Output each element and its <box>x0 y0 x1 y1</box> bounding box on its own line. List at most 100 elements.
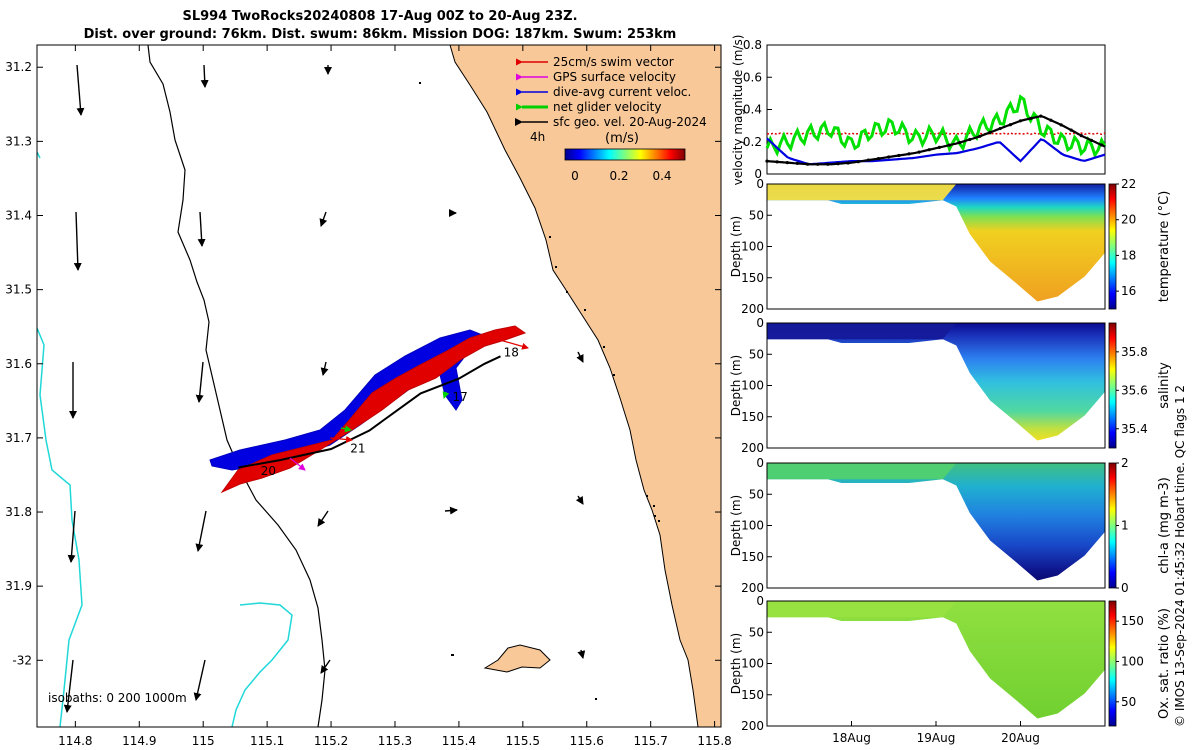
map-x-tick-label: 115 <box>192 734 215 748</box>
credit-text: © IMOS 13-Sep-2024 01:45:32 Hobart time.… <box>1173 385 1187 727</box>
velocity-marker <box>958 141 962 145</box>
velocity-y-axis: 0 0.2 0.4 0.6 0.8 <box>743 38 772 181</box>
section-ylabel: Depth (m) <box>729 633 743 694</box>
section-temperature: 0 50 100 150 200 Depth (m) 16 18 20 22 temperature… <box>729 177 1172 316</box>
velocity-marker <box>856 160 860 164</box>
velocity-marker <box>907 152 911 156</box>
section-upper-layer <box>767 184 957 201</box>
day-label: 21 <box>350 442 365 456</box>
isobath-200m <box>147 45 326 727</box>
map-cb-tick: 0.2 <box>609 169 628 183</box>
velocity-marker <box>816 162 820 166</box>
section-field <box>767 601 1105 719</box>
map-x-tick-label: 115.5 <box>506 734 540 748</box>
section-y-tick-label: 0 <box>756 594 764 608</box>
section-field <box>767 184 1105 302</box>
colorbar-tick-label: 16 <box>1121 284 1136 298</box>
section-ylabel: Depth (m) <box>729 495 743 556</box>
velocity-marker <box>775 160 779 164</box>
legend-geo: sfc geo. vel. 20-Aug-2024 <box>553 115 707 129</box>
colorbar-tick-label: 150 <box>1121 614 1144 628</box>
map-x-tick-label: 115.1 <box>250 734 284 748</box>
section-y-tick-label: 200 <box>741 302 764 316</box>
map-legend: 25cm/s swim vector GPS surface velocity … <box>515 55 707 183</box>
land <box>449 45 721 727</box>
section-y-tick-label: 100 <box>741 519 764 533</box>
section-y-tick-label: 100 <box>741 379 764 393</box>
legend-current: dive-avg current veloc. <box>553 85 691 99</box>
velocity-marker <box>765 159 769 163</box>
islets <box>419 82 660 700</box>
velocity-frame <box>766 44 1106 175</box>
section-colorbar <box>1108 322 1117 449</box>
map-y-tick-label: 31.6 <box>5 357 32 371</box>
section-salinity: 0 50 100 150 200 Depth (m) 35.4 35.6 35.8 salinit… <box>729 316 1172 455</box>
colorbar-tick-label: 100 <box>1121 654 1144 668</box>
map-y-tick-label: 31.4 <box>5 209 32 223</box>
map-colorbar-label: (m/s) <box>605 131 639 146</box>
day-label: 18 <box>504 345 519 359</box>
colorbar-tick-label: 22 <box>1121 177 1136 191</box>
velocity-series-sfc-geo <box>766 114 1106 166</box>
section-upper-layer <box>767 463 957 480</box>
colorbar-tick-label: 18 <box>1121 248 1136 262</box>
section-y-tick-label: 0 <box>756 456 764 470</box>
colorbar-tick-label: 20 <box>1121 213 1136 227</box>
time-tick-label: 20Aug <box>1001 731 1040 745</box>
figure-title: SL994 TwoRocks20240808 17-Aug 00Z to 20-… <box>182 9 578 24</box>
figure-subtitle: Dist. over ground: 76km. Dist. swum: 86k… <box>83 27 677 42</box>
velocity-marker <box>937 145 942 149</box>
velocity-marker <box>1079 134 1083 138</box>
map-y-tick-label: 31.7 <box>5 431 32 445</box>
velocity-marker <box>978 134 982 138</box>
legend-swim: 25cm/s swim vector <box>553 55 674 69</box>
section-y-tick-label: 200 <box>741 581 764 595</box>
section-colorbar <box>1108 462 1117 589</box>
map-x-tick-label: 114.9 <box>122 734 156 748</box>
map-colorbar <box>564 148 686 161</box>
day-label: 20 <box>261 464 276 478</box>
velocity-marker <box>866 158 871 162</box>
map-x-tick-label: 115.2 <box>314 734 348 748</box>
glider-track <box>238 355 501 469</box>
velocity-y-tick-label: 0.8 <box>743 38 762 52</box>
section-y-tick-label: 150 <box>741 271 764 285</box>
section-upper-layer <box>767 323 957 340</box>
isobath-1000m-b <box>231 602 293 727</box>
map-x-axis: 114.8 114.9 115 115.1 115.2 115.3 115.4 115.5 11… <box>58 45 732 748</box>
map-y-tick-label: -32 <box>12 653 32 667</box>
velocity-y-tick-label: 0.4 <box>743 103 762 117</box>
velocity-ylabel: velocity magnitude (m/s) <box>731 35 745 186</box>
section-oxygen: 0 50 100 150 200 Depth (m) 50 100 150 Ox. sat. ra… <box>729 594 1172 733</box>
velocity-y-tick-label: 0 <box>754 167 762 181</box>
velocity-marker <box>1018 119 1023 123</box>
velocity-marker <box>998 126 1002 131</box>
map-x-tick-label: 115.8 <box>697 734 731 748</box>
velocity-marker <box>1089 138 1094 142</box>
colorbar-label: chl-a (mg m-3) <box>1157 477 1172 574</box>
colorbar-tick-label: 2 <box>1121 456 1129 470</box>
velocity-marker <box>1039 114 1043 118</box>
velocity-marker <box>887 155 891 159</box>
map-y-tick-label: 31.8 <box>5 505 32 519</box>
colorbar-tick-label: 35.4 <box>1121 422 1148 436</box>
island <box>483 644 551 673</box>
colorbar-label: temperature (°C) <box>1157 191 1172 303</box>
colorbar-tick-label: 35.8 <box>1121 345 1148 359</box>
velocity-series <box>765 94 1107 166</box>
velocity-marker <box>968 137 972 142</box>
velocity-marker <box>947 143 952 147</box>
isobath-label: isobaths: 0 200 1000m <box>48 691 187 705</box>
velocity-marker <box>846 161 850 165</box>
velocity-y-tick-label: 0.6 <box>743 70 762 84</box>
velocity-marker <box>897 153 901 158</box>
velocity-marker <box>988 130 992 134</box>
colorbar-label: Ox. sat. ratio (%) <box>1157 608 1172 719</box>
section-y-tick-label: 100 <box>741 240 764 254</box>
map-x-tick-label: 115.3 <box>378 734 412 748</box>
map-frame <box>36 44 722 728</box>
isobath-1000m <box>37 327 83 727</box>
map-y-axis: 31.2 31.3 31.4 31.5 31.6 31.7 31.8 31.9 -32 <box>5 60 721 667</box>
day-labels: 18 17 21 20 <box>261 345 519 478</box>
